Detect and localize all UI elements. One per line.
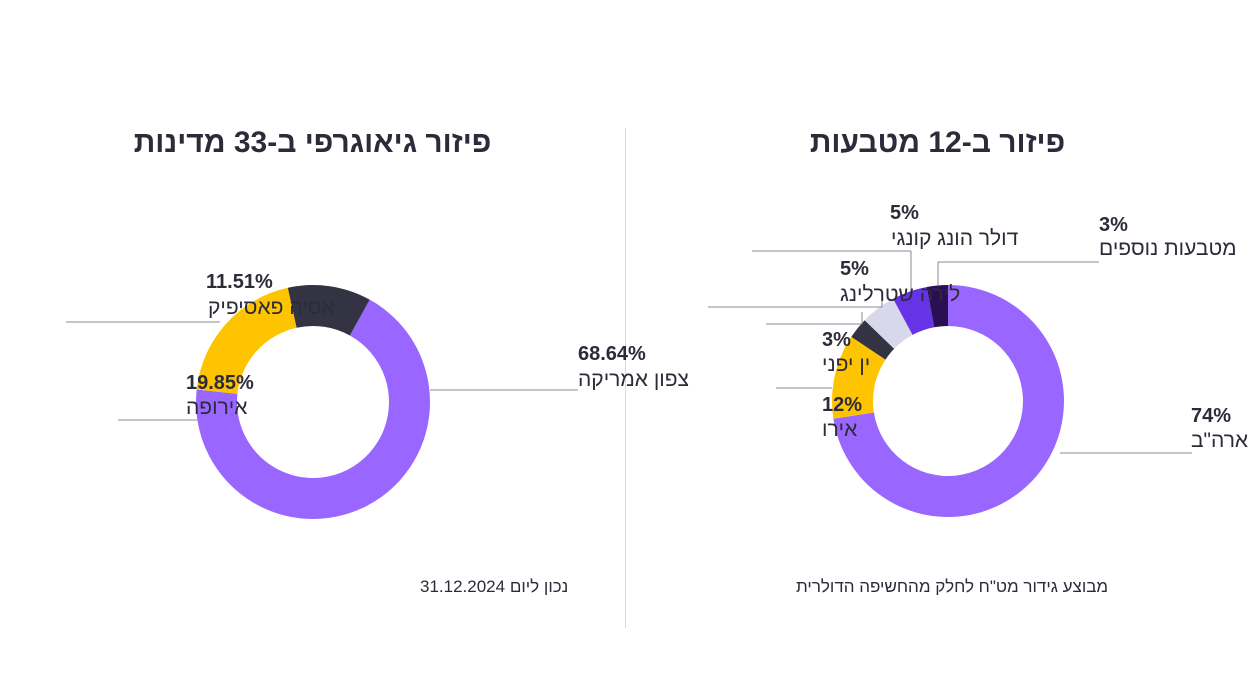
- chart-1-value-label-5: 3%: [1099, 214, 1128, 236]
- currency-panel: פיזור ב-12 מטבעות מבוצע גידור מט"ח לחלק …: [625, 0, 1250, 700]
- hedging-note: מבוצע גידור מט"ח לחלק מהחשיפה הדולרית: [796, 577, 1109, 596]
- chart-1-slice-1: [832, 336, 886, 419]
- chart-1-slice-2: [851, 320, 895, 360]
- chart-1-category-label-4: דולר הונג קונגי: [891, 227, 1019, 250]
- chart-1-category-label-0: דולר ארה"ב: [1191, 429, 1250, 452]
- chart-0-slice-1: [196, 287, 297, 394]
- chart-0-slice-2: [287, 285, 370, 336]
- chart-1-category-label-5: מטבעות נוספים: [1099, 237, 1237, 260]
- chart-1-slice-5: [926, 285, 948, 328]
- chart-1-slice-4: [893, 286, 935, 335]
- chart-0-category-label-0: צפון אמריקה: [578, 368, 689, 391]
- chart-1-slice-0: [833, 285, 1064, 518]
- chart-1-value-label-4: 5%: [890, 202, 919, 224]
- chart-0-value-label-1: 19.85%: [186, 372, 254, 394]
- chart-0-category-label-1: אירופה: [186, 396, 247, 419]
- chart-0-category-label-2: אסיה פאסיפיק: [208, 296, 335, 319]
- as-of-date-note: נכון ליום 31.12.2024: [420, 577, 569, 596]
- chart-0-value-label-0: 68.64%: [578, 343, 646, 365]
- chart-1-value-label-2: 3%: [822, 329, 851, 351]
- chart-1-category-label-2: ין יפני: [822, 353, 870, 376]
- geo-chart-title: פיזור גיאוגרפי ב-33 מדינות: [133, 126, 492, 159]
- chart-0-value-label-2: 11.51%: [206, 271, 273, 293]
- chart-1-category-label-1: אירו: [822, 418, 857, 441]
- currency-chart-title: פיזור ב-12 מטבעות: [809, 126, 1066, 159]
- chart-1-slice-3: [864, 298, 913, 349]
- panel-divider: [625, 128, 626, 628]
- chart-0-slice-0: [196, 299, 431, 519]
- chart-1-value-label-1: 12%: [822, 394, 862, 416]
- chart-1-category-label-3: לירה שטרלינג: [840, 283, 960, 306]
- chart-1-value-label-3: 5%: [840, 258, 869, 280]
- chart-1-value-label-0: 74%: [1191, 405, 1231, 427]
- geo-panel: פיזור גיאוגרפי ב-33 מדינות נכון ליום 31.…: [133, 126, 569, 596]
